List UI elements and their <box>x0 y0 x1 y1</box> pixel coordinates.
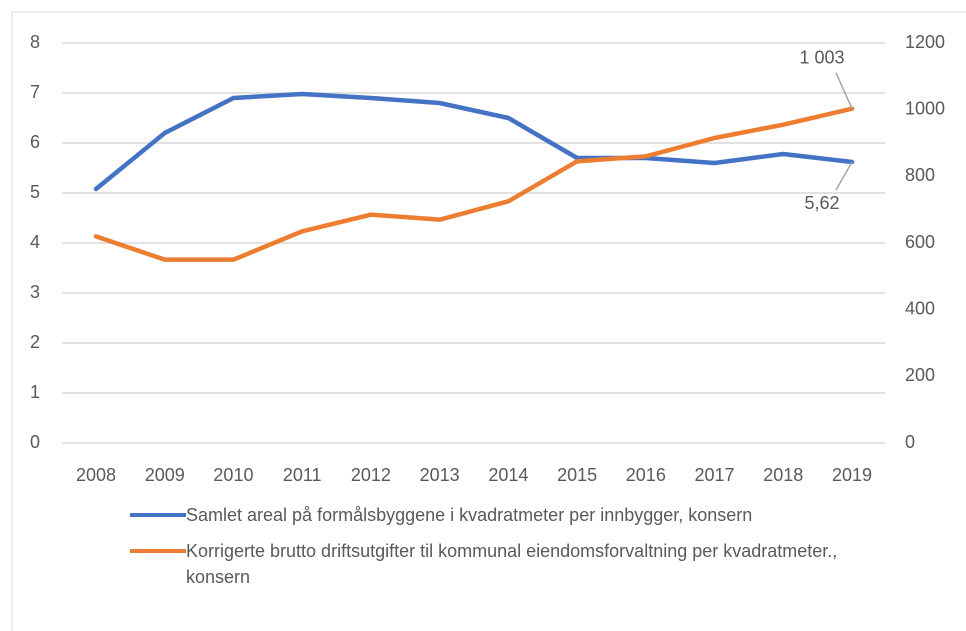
legend-swatch <box>130 549 186 553</box>
legend-entry: Korrigerte brutto driftsutgifter til kom… <box>130 538 890 590</box>
x-tick-label: 2014 <box>488 465 528 485</box>
y2-tick-label: 200 <box>905 365 935 385</box>
legend: Samlet areal på formålsbyggene i kvadrat… <box>130 502 890 600</box>
y-tick-label: 5 <box>30 182 40 202</box>
legend-label: Samlet areal på formålsbyggene i kvadrat… <box>186 505 753 525</box>
series-line <box>93 91 855 192</box>
x-tick-label: 2012 <box>351 465 391 485</box>
y2-tick-label: 600 <box>905 232 935 252</box>
x-tick-label: 2015 <box>557 465 597 485</box>
y-tick-label: 2 <box>30 332 40 352</box>
legend-entry: Samlet areal på formålsbyggene i kvadrat… <box>130 502 890 528</box>
x-tick-label: 2016 <box>626 465 666 485</box>
x-tick-label: 2010 <box>213 465 253 485</box>
y-tick-label: 0 <box>30 432 40 452</box>
data-label: 5,62 <box>804 193 839 213</box>
x-tick-label: 2018 <box>763 465 803 485</box>
y2-tick-label: 800 <box>905 165 935 185</box>
x-tick-label: 2009 <box>145 465 185 485</box>
leader-line <box>835 72 853 109</box>
y-tick-label: 4 <box>30 232 40 252</box>
x-tick-label: 2017 <box>695 465 735 485</box>
y2-tick-label: 0 <box>905 432 915 452</box>
y-tick-label: 1 <box>30 382 40 402</box>
y-tick-label: 3 <box>30 282 40 302</box>
x-tick-label: 2008 <box>76 465 116 485</box>
legend-label: Korrigerte brutto driftsutgifter til kom… <box>186 541 838 587</box>
y2-tick-label: 400 <box>905 298 935 318</box>
leader-line <box>835 161 853 191</box>
x-tick-label: 2013 <box>420 465 460 485</box>
x-tick-label: 2011 <box>283 465 322 485</box>
chart-border <box>11 11 966 631</box>
series-line <box>93 106 855 262</box>
x-tick-label: 2019 <box>832 465 872 485</box>
legend-swatch <box>130 513 186 517</box>
y2-tick-label: 1000 <box>905 98 945 118</box>
data-label: 1 003 <box>799 47 844 67</box>
y-tick-label: 7 <box>30 82 40 102</box>
y-tick-label: 6 <box>30 132 40 152</box>
y2-tick-label: 1200 <box>905 32 945 52</box>
y-tick-label: 8 <box>30 32 40 52</box>
